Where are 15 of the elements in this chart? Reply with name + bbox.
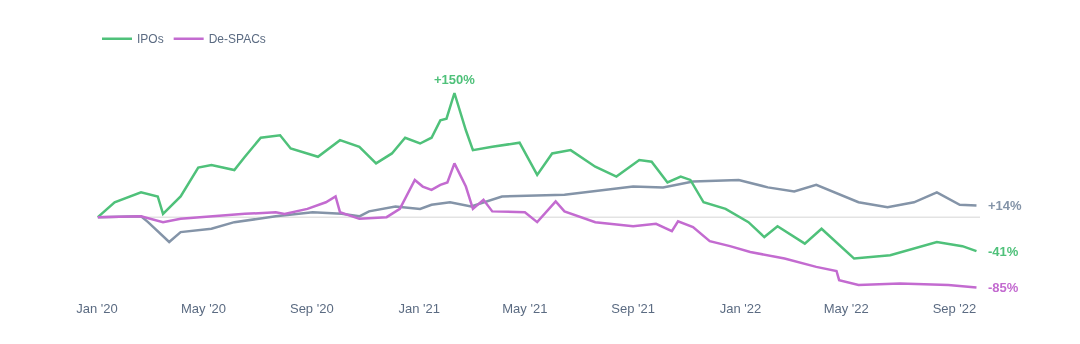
legend-label: De-SPACs [208, 32, 266, 47]
x-tick-label: May '21 [502, 301, 548, 316]
data-label: -85% [988, 280, 1019, 295]
data-label: -41% [988, 244, 1019, 259]
x-tick-label: Jan '21 [398, 301, 440, 316]
legend-label: IPOs [137, 32, 164, 47]
x-tick-label: May '22 [823, 301, 869, 316]
x-tick-label: Sep '20 [289, 301, 334, 316]
data-label: +14% [988, 198, 1023, 213]
x-tick-label: Sep '21 [611, 301, 655, 316]
x-tick-label: Jan '20 [76, 301, 118, 316]
x-tick-label: Jan '22 [719, 301, 762, 316]
x-tick-label: May '20 [180, 301, 227, 316]
x-tick-label: Sep '22 [932, 301, 977, 316]
data-label: +150% [434, 72, 476, 87]
